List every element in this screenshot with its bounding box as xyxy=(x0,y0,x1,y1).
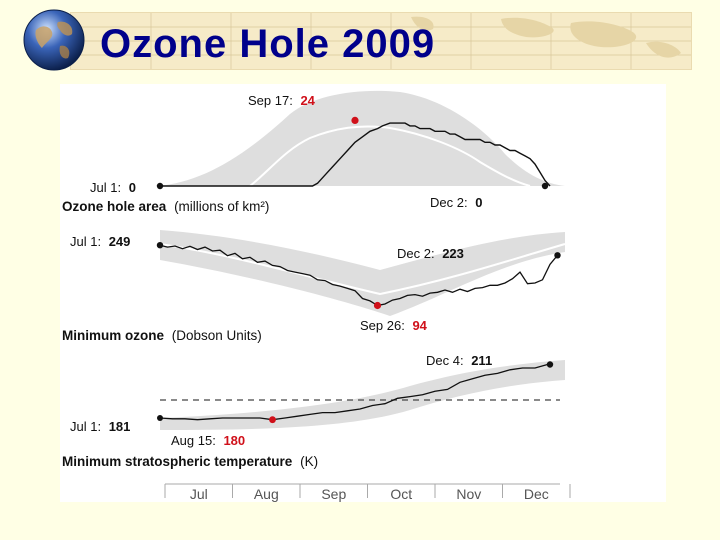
temp-end-label: Dec 4: 211 xyxy=(426,353,492,368)
ozone-end-label: Dec 2: 223 xyxy=(397,246,464,261)
ozone-start-label: Jul 1: 249 xyxy=(70,234,130,249)
temp-min-point xyxy=(269,416,276,424)
temp-panel-title: Minimum stratospheric temperature (K) xyxy=(62,454,318,469)
world-map-background xyxy=(71,13,691,69)
ozone-climatology-band xyxy=(160,230,565,316)
temp-start-point xyxy=(157,415,163,421)
area-start-point xyxy=(156,182,164,190)
month-label-nov: Nov xyxy=(456,486,481,502)
area-panel-title: Ozone hole area (millions of km²) xyxy=(62,199,269,214)
ozone-climatology-mean xyxy=(159,243,566,296)
ozone-figure: Jul 1: 0 Sep 17: 24 Dec 2: 0 Ozone hole … xyxy=(60,84,666,502)
area-start-label: Jul 1: 0 xyxy=(90,180,136,195)
temp-min-label: Aug 15: 180 xyxy=(171,433,245,448)
ozone-chart-svg: Jul 1: 0 Sep 17: 24 Dec 2: 0 Ozone hole … xyxy=(62,90,571,502)
area-end-point xyxy=(541,182,549,190)
area-climatology-band xyxy=(158,90,565,186)
temp-panel: Dec 4: 211 Jul 1: 181 Aug 15: 180 Minimu… xyxy=(62,353,554,469)
ozone-min-point xyxy=(373,301,382,310)
ozone-end-point xyxy=(554,252,561,259)
ozone-series-line xyxy=(159,244,558,307)
month-labels: Jul Aug Sep Oct Nov Dec xyxy=(190,486,549,502)
temp-end-point xyxy=(546,361,554,368)
month-axis: Jul Aug Sep Oct Nov Dec xyxy=(164,483,571,502)
area-panel: Jul 1: 0 Sep 17: 24 Dec 2: 0 Ozone hole … xyxy=(62,93,551,214)
area-climatology-mean xyxy=(249,125,531,187)
area-peak-point xyxy=(351,116,359,124)
area-end-label: Dec 2: 0 xyxy=(430,195,482,210)
ozone-panel: Jul 1: 249 Dec 2: 223 Sep 26: 94 Minimum… xyxy=(62,234,561,343)
month-label-oct: Oct xyxy=(390,486,412,502)
globe-icon xyxy=(23,9,85,71)
ozone-panel-title: Minimum ozone (Dobson Units) xyxy=(62,328,262,343)
month-label-jul: Jul xyxy=(190,486,208,502)
month-label-aug: Aug xyxy=(254,486,279,502)
month-label-sep: Sep xyxy=(321,486,346,502)
ozone-min-label: Sep 26: 94 xyxy=(360,318,428,333)
title-banner xyxy=(70,12,692,70)
month-ticks xyxy=(164,484,571,498)
area-series-line xyxy=(160,122,551,187)
ozone-start-point xyxy=(156,242,164,249)
month-label-dec: Dec xyxy=(524,486,549,502)
slide-title: Ozone Hole 2009 xyxy=(100,22,436,66)
temp-start-label: Jul 1: 181 xyxy=(70,419,130,434)
area-peak-label: Sep 17: 24 xyxy=(248,93,316,108)
temp-climatology-band xyxy=(160,360,565,430)
temp-series-line xyxy=(159,363,548,421)
